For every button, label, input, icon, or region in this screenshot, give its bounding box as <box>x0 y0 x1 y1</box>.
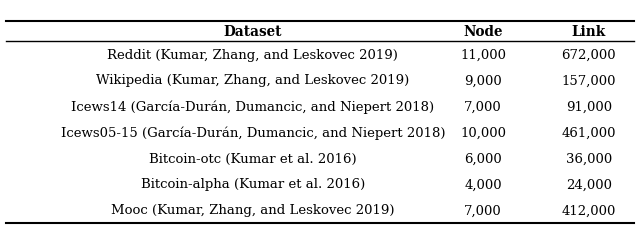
Text: 7,000: 7,000 <box>465 204 502 217</box>
Text: Bitcoin-otc (Kumar et al. 2016): Bitcoin-otc (Kumar et al. 2016) <box>149 152 356 165</box>
Text: Node: Node <box>463 25 503 39</box>
Text: 6,000: 6,000 <box>465 152 502 165</box>
Text: 157,000: 157,000 <box>561 74 616 87</box>
Text: 7,000: 7,000 <box>465 100 502 113</box>
Text: 4,000: 4,000 <box>465 178 502 191</box>
Text: Reddit (Kumar, Zhang, and Leskovec 2019): Reddit (Kumar, Zhang, and Leskovec 2019) <box>108 48 398 61</box>
Text: Bitcoin-alpha (Kumar et al. 2016): Bitcoin-alpha (Kumar et al. 2016) <box>141 178 365 191</box>
Text: Link: Link <box>572 25 606 39</box>
Text: 11,000: 11,000 <box>460 48 506 61</box>
Text: 672,000: 672,000 <box>561 48 616 61</box>
Text: 461,000: 461,000 <box>561 126 616 139</box>
Text: Icews14 (García-Durán, Dumancic, and Niepert 2018): Icews14 (García-Durán, Dumancic, and Nie… <box>71 100 435 113</box>
Text: 24,000: 24,000 <box>566 178 612 191</box>
Text: 412,000: 412,000 <box>562 204 616 217</box>
Text: Icews05-15 (García-Durán, Dumancic, and Niepert 2018): Icews05-15 (García-Durán, Dumancic, and … <box>61 126 445 139</box>
Text: 36,000: 36,000 <box>566 152 612 165</box>
Text: 9,000: 9,000 <box>465 74 502 87</box>
Text: Dataset: Dataset <box>223 25 282 39</box>
Text: Wikipedia (Kumar, Zhang, and Leskovec 2019): Wikipedia (Kumar, Zhang, and Leskovec 20… <box>96 74 410 87</box>
Text: Mooc (Kumar, Zhang, and Leskovec 2019): Mooc (Kumar, Zhang, and Leskovec 2019) <box>111 204 394 217</box>
Text: 10,000: 10,000 <box>460 126 506 139</box>
Text: 91,000: 91,000 <box>566 100 612 113</box>
